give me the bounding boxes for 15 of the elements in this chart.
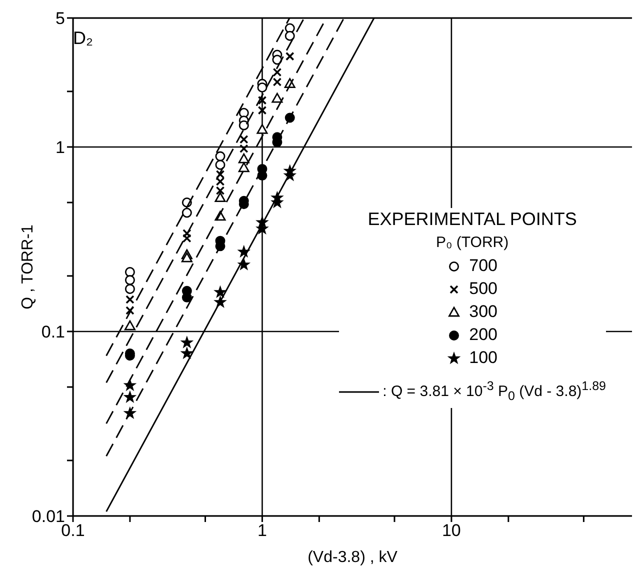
legend-label: 300 [469, 301, 498, 323]
text: D₂ [73, 28, 93, 49]
legend-label: 100 [469, 347, 498, 369]
y-tick-label: 0.1 [41, 322, 65, 342]
y-axis-title: Q , TORR-1 [20, 224, 37, 310]
x-axis-title: (Vd-3.8) , kV [308, 549, 398, 566]
legend-label: 500 [469, 278, 498, 300]
legend-label: 700 [469, 255, 498, 277]
x-tick-label: 10 [442, 521, 461, 540]
legend-label: 200 [469, 324, 498, 346]
legend-title: EXPERIMENTAL POINTS P₀ (TORR) [366, 208, 578, 253]
y-tick-label: 1 [56, 138, 65, 158]
y-tick-label: 5 [56, 9, 65, 28]
x-tick-label: 1 [257, 521, 267, 540]
legend-label: : Q = 3.81 × 10$^{-3}$ P$_{0}$ (Vd - 3.8)$^{1.89}$ [382, 378, 606, 405]
